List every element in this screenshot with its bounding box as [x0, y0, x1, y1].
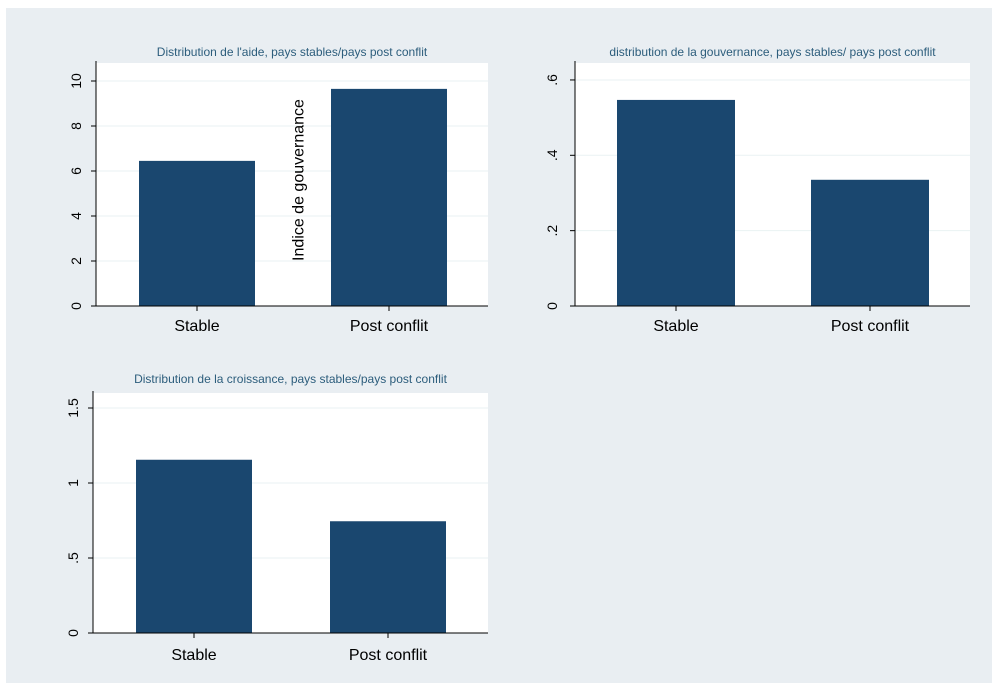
- x-tick-label: Post conflit: [350, 318, 429, 335]
- y-tick-label: .6: [544, 74, 560, 86]
- y-tick-label: 0: [68, 302, 84, 310]
- y-tick-label: 4: [68, 212, 84, 220]
- chart-title: Distribution de la croissance, pays stab…: [134, 372, 447, 386]
- y-tick-label: 2: [68, 257, 84, 265]
- y-tick-label: 1.5: [65, 398, 81, 418]
- bar-stable: [136, 459, 252, 633]
- x-tick-label: Stable: [171, 647, 216, 664]
- y-tick-label: 0: [544, 302, 560, 310]
- bar-post-conflit: [331, 88, 447, 306]
- chart-title: Distribution de l'aide, pays stables/pay…: [157, 45, 428, 59]
- y-tick-label: 1: [65, 479, 81, 487]
- y-tick-label: .5: [65, 552, 81, 564]
- bar-post-conflit: [811, 179, 929, 306]
- bar-post-conflit: [330, 521, 446, 633]
- chart-title: distribution de la gouvernance, pays sta…: [609, 45, 936, 59]
- x-tick-label: Post conflit: [349, 647, 428, 664]
- x-tick-label: Stable: [653, 318, 698, 335]
- bar-stable: [139, 160, 255, 306]
- x-tick-label: Stable: [174, 318, 219, 335]
- y-tick-label: 10: [68, 73, 84, 89]
- y-tick-label: 6: [68, 167, 84, 175]
- x-tick-label: Post conflit: [831, 318, 910, 335]
- y-tick-label: 0: [65, 629, 81, 637]
- y-tick-label: .2: [544, 225, 560, 237]
- y-tick-label: 8: [68, 122, 84, 130]
- axis-annotation: Indice de gouvernance: [291, 99, 308, 261]
- bar-stable: [617, 99, 735, 306]
- y-tick-label: .4: [544, 149, 560, 161]
